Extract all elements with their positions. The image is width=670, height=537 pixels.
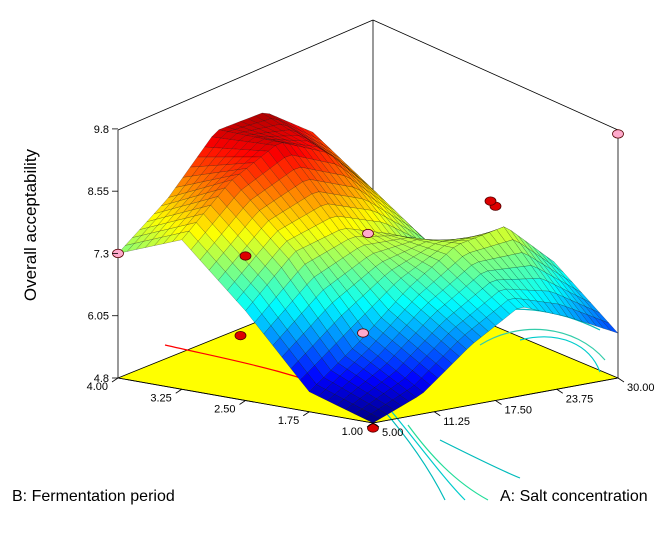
contour-line — [479, 328, 606, 361]
z-axis-label: Overall acceptability — [21, 148, 40, 301]
y-tick-label: 1.75 — [278, 415, 299, 427]
contour-line — [439, 439, 521, 479]
z-tick-label: 4.8 — [94, 373, 109, 385]
y-tick-mark — [111, 377, 119, 383]
z-tick-label: 7.3 — [94, 248, 109, 260]
surface-facet — [363, 413, 381, 424]
design-point — [612, 129, 624, 139]
y-tick-mark — [303, 411, 310, 417]
x-tick-mark — [495, 400, 502, 405]
contour-line — [407, 424, 489, 501]
floor-contours — [164, 308, 606, 501]
x-tick-label: 11.25 — [443, 416, 470, 428]
y-tick-mark — [366, 422, 374, 428]
x-tick-mark — [617, 377, 625, 383]
y-tick-label: 4.00 — [87, 381, 108, 393]
contour-line — [379, 405, 446, 501]
design-point — [239, 251, 252, 261]
top-right-edge — [372, 19, 619, 131]
design-point — [367, 423, 379, 433]
design-point — [484, 196, 497, 206]
y-tick-label: 1.00 — [342, 426, 363, 438]
z-tick-label: 6.05 — [88, 311, 109, 323]
x-tick-mark — [556, 388, 563, 394]
design-point — [357, 328, 369, 338]
contour-line — [519, 336, 601, 373]
axis-ticks: 5.00 11.25 17.50 23.75 30.00 1.00 1.75 2.50 3.25… — [87, 124, 655, 439]
x-axis-label: A: Salt concentration — [500, 488, 648, 505]
design-point — [362, 228, 374, 239]
design-points — [112, 129, 624, 433]
design-point — [234, 330, 247, 341]
x-tick-label: 23.75 — [566, 393, 594, 405]
z-tick-label: 8.55 — [88, 186, 109, 198]
back-walls — [117, 19, 619, 378]
top-left-edge — [117, 19, 374, 131]
x-tick-mark — [372, 422, 380, 428]
contour-line — [391, 411, 466, 501]
y-tick-label: 3.25 — [150, 392, 171, 404]
y-tick-label: 2.50 — [214, 404, 235, 416]
x-tick-label: 17.50 — [505, 405, 533, 417]
y-tick-mark — [239, 400, 246, 405]
z-tick-label: 9.8 — [94, 124, 109, 136]
x-tick-mark — [434, 411, 441, 417]
x-tick-label: 30.00 — [627, 382, 655, 394]
y-axis-label: B: Fermentation period — [12, 488, 175, 505]
response-surface — [117, 112, 619, 424]
x-tick-label: 5.00 — [382, 427, 403, 439]
y-tick-mark — [175, 388, 182, 394]
